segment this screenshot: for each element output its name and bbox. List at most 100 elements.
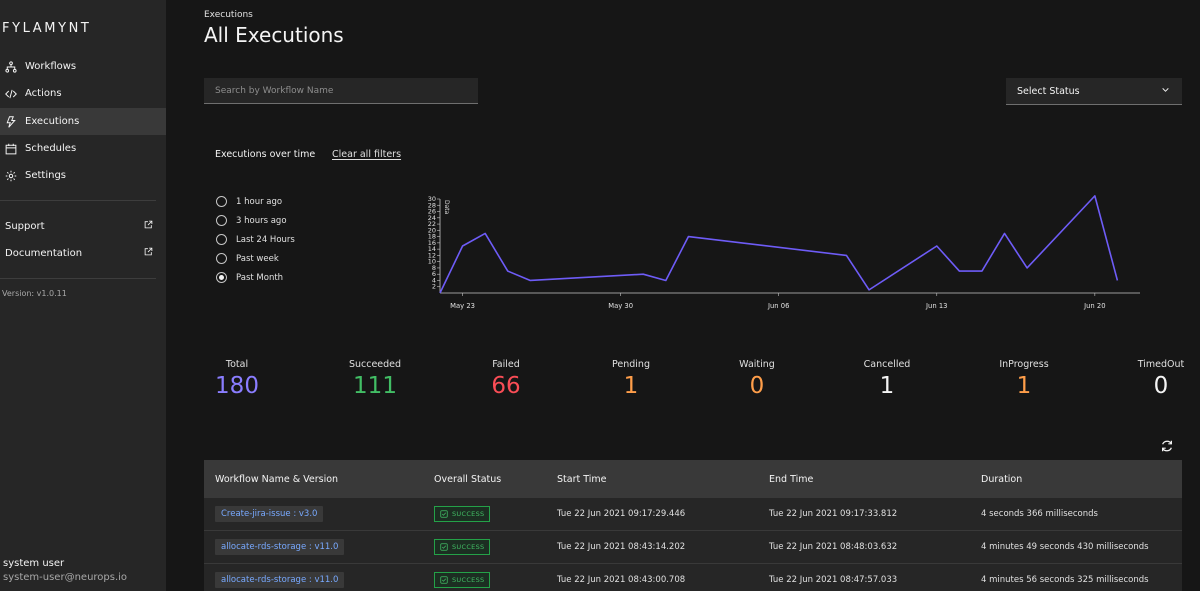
executions-table: Workflow Name & Version Overall Status S… [204,460,1182,591]
external-link-icon [144,247,153,259]
page-title: All Executions [204,23,344,47]
search-input[interactable] [204,78,478,104]
sidebar-item-label: Schedules [25,143,77,154]
time-range-label: Last 24 Hours [236,234,295,245]
end-time: Tue 22 Jun 2021 08:47:57.033 [769,575,898,585]
start-time: Tue 22 Jun 2021 08:43:00.708 [557,575,686,585]
time-range-option[interactable]: 3 hours ago [216,215,287,226]
x-tick-label: May 30 [608,302,633,310]
end-time: Tue 22 Jun 2021 08:48:03.632 [769,542,898,552]
table-row[interactable]: Create-jira-issue : v3.0 SUCCESS Tue 22 … [204,498,1182,531]
stat-total: Total 180 [212,359,262,399]
stat-label: Total [225,359,249,370]
status-badge: SUCCESS [434,506,491,522]
time-range-option[interactable]: Past Month [216,272,283,283]
stat-timedout: TimedOut 0 [1131,359,1191,399]
time-range-option[interactable]: Past week [216,253,279,264]
table-row[interactable]: allocate-rds-storage : v11.0 SUCCESS Tue… [204,531,1182,564]
sidebar-item-executions[interactable]: Executions [0,108,166,135]
time-range-option[interactable]: Last 24 Hours [216,234,295,245]
start-time: Tue 22 Jun 2021 08:43:14.202 [557,542,686,552]
radio-button[interactable] [216,215,227,226]
sidebar-item-workflows[interactable]: Workflows [0,53,166,80]
y-tick-label: 2 [432,283,436,291]
stat-waiting: Waiting 0 [732,359,782,399]
stat-pending: Pending 1 [606,359,656,399]
column-header[interactable]: Workflow Name & Version [215,473,339,485]
column-header[interactable]: Duration [981,473,1023,485]
y-tick-label: 14 [428,245,436,253]
y-tick-label: 12 [428,251,436,259]
x-tick-label: May 23 [450,302,475,310]
workflow-link[interactable]: allocate-rds-storage : v11.0 [215,539,345,555]
y-tick-label: 26 [428,208,436,216]
user-email: system-user@neurops.io [3,572,128,583]
sidebar-item-actions[interactable]: Actions [0,80,166,107]
y-tick-label: 10 [428,258,436,266]
chevron-down-icon [1161,85,1170,97]
x-tick-label: Jun 13 [925,302,947,310]
stat-inprogress: InProgress 1 [994,359,1054,399]
checkmark-icon [440,543,448,551]
time-range-label: Past Month [236,272,284,283]
user-name: system user [3,558,65,569]
duration: 4 minutes 49 seconds 430 milliseconds [981,542,1149,552]
breadcrumb[interactable]: Executions [204,10,253,20]
stat-value: 111 [353,373,397,399]
x-tick-label: Jun 06 [767,302,789,310]
chart-title: Executions over time [215,149,316,160]
start-time: Tue 22 Jun 2021 09:17:29.446 [557,509,686,519]
y-tick-label: 18 [428,233,436,241]
status-text: SUCCESS [452,543,485,551]
column-header[interactable]: End Time [769,473,814,485]
series-line [439,195,1119,294]
refresh-icon[interactable] [1160,438,1174,452]
checkmark-icon [440,576,448,584]
radio-button[interactable] [216,196,227,207]
x-tick-label: Jun 20 [1083,302,1105,310]
app-version: Version: v1.0.11 [2,289,67,298]
time-range-label: 1 hour ago [236,196,283,207]
sidebar-divider [0,278,156,279]
stat-value: 1 [623,373,639,399]
workflow-link[interactable]: allocate-rds-storage : v11.0 [215,572,345,588]
y-tick-label: 6 [432,270,436,278]
column-header[interactable]: Start Time [557,473,607,485]
time-range-label: 3 hours ago [236,215,287,226]
radio-button[interactable] [216,234,227,245]
stat-value: 180 [215,373,259,399]
duration: 4 minutes 56 seconds 325 milliseconds [981,575,1149,585]
stat-succeeded: Succeeded 111 [340,359,410,399]
sidebar-divider [0,200,156,201]
stat-label: Waiting [739,359,775,370]
sidebar-item-label: Settings [25,170,67,181]
y-tick-label: 4 [432,276,436,284]
status-select[interactable]: Select Status [1006,78,1182,105]
table-row[interactable]: allocate-rds-storage : v11.0 SUCCESS Tue… [204,564,1182,591]
stat-value: 0 [749,373,765,399]
workflow-icon [4,60,18,74]
stat-value: 66 [491,373,521,399]
sidebar-link-support[interactable]: Support [5,220,153,232]
sidebar-link-documentation[interactable]: Documentation [5,247,153,259]
calendar-icon [4,142,18,156]
sidebar-item-settings[interactable]: Settings [0,162,166,189]
radio-button[interactable] [216,253,227,264]
clear-filters-link[interactable]: Clear all filters [332,149,402,160]
workflow-link[interactable]: Create-jira-issue : v3.0 [215,506,324,522]
status-text: SUCCESS [452,576,485,584]
status-text: SUCCESS [452,510,485,518]
external-link-icon [144,220,153,232]
sidebar-link-label: Support [5,220,45,232]
status-select-value: Select Status [1017,85,1080,97]
column-header[interactable]: Overall Status [434,473,502,485]
duration: 4 seconds 366 milliseconds [981,509,1098,519]
sidebar-item-schedules[interactable]: Schedules [0,135,166,162]
sidebar: FYLAMYNT Workflows Actions Executions Sc… [0,0,166,591]
stat-label: Failed [492,359,520,370]
stat-value: 0 [1153,373,1169,399]
radio-button-selected[interactable] [216,272,227,283]
stat-label: Succeeded [348,359,402,370]
time-range-option[interactable]: 1 hour ago [216,196,282,207]
y-tick-label: 24 [428,214,436,222]
